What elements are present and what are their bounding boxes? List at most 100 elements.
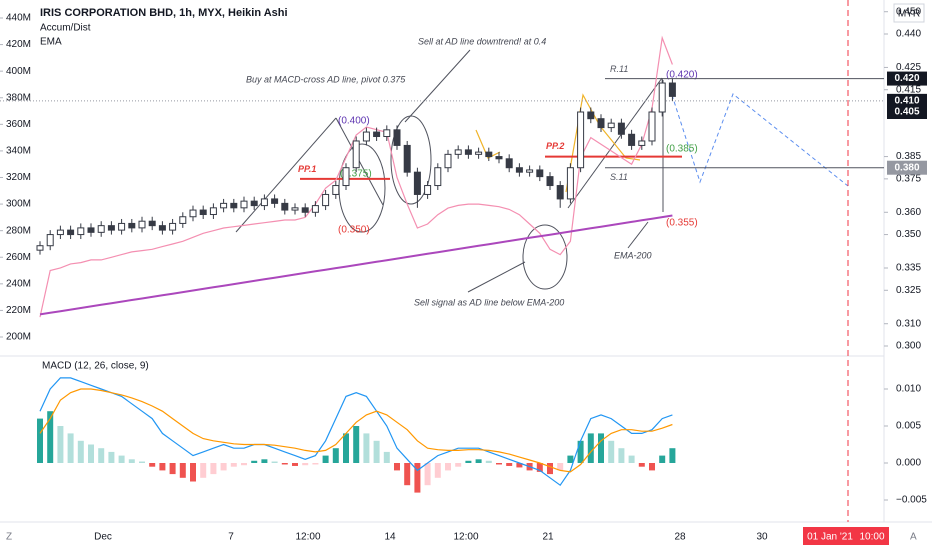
candle-body xyxy=(393,129,401,146)
y2-tick-label: 0.300 xyxy=(896,341,921,352)
candle-body xyxy=(148,220,156,227)
price-label-box xyxy=(887,93,927,108)
y2-tick-label: 0.425 xyxy=(896,62,921,73)
corner-button[interactable]: A xyxy=(910,532,917,543)
y-tick-label: 300M xyxy=(6,199,31,210)
histogram-bar xyxy=(118,455,125,463)
candle-body xyxy=(475,151,483,155)
trend-line xyxy=(235,117,337,233)
histogram-bar xyxy=(332,448,339,463)
histogram-bar xyxy=(261,459,268,463)
histogram-bar xyxy=(445,463,451,471)
level-label: R.11 xyxy=(610,64,628,74)
candle-body xyxy=(36,245,44,251)
chart-title: IRIS CORPORATION BHD, 1h, MYX, Heikin As… xyxy=(40,7,288,19)
histogram-bar xyxy=(618,448,625,463)
candle-body xyxy=(648,111,656,142)
level-label: PP.1 xyxy=(298,164,316,174)
histogram-bar xyxy=(424,463,431,486)
histogram-bar xyxy=(77,440,84,463)
histogram-bar xyxy=(649,463,655,471)
histogram-bar xyxy=(159,463,166,471)
y2-tick-label: 0.450 xyxy=(896,6,921,17)
candle-body xyxy=(260,198,268,207)
y2-tick-label: 0.415 xyxy=(896,84,921,95)
macd-title: MACD (12, 26, close, 9) xyxy=(42,361,149,372)
y2-tick-label: 0.375 xyxy=(896,173,921,184)
candle-body xyxy=(271,198,279,204)
candle-body xyxy=(383,129,391,138)
histogram-bar xyxy=(210,463,217,475)
level-label: S.11 xyxy=(610,172,628,182)
price-label-box xyxy=(887,71,927,86)
macd-tick-label: −0.005 xyxy=(896,495,927,506)
annotation: (0.385) xyxy=(666,144,698,155)
corner-button[interactable]: Z xyxy=(6,532,12,543)
histogram-bar xyxy=(587,433,594,463)
candle-body xyxy=(56,229,64,236)
currency-box[interactable] xyxy=(893,3,925,23)
candle-body xyxy=(209,207,217,216)
candle-body xyxy=(169,222,177,231)
candle-body xyxy=(444,153,452,169)
histogram-bar xyxy=(281,463,288,465)
trend-line xyxy=(567,77,663,209)
macd-line xyxy=(39,388,673,473)
y2-tick-label: 0.440 xyxy=(896,29,921,40)
candle-body xyxy=(301,207,309,213)
candle-body xyxy=(515,167,523,173)
currency[interactable]: MYR xyxy=(898,9,920,20)
histogram-bar xyxy=(230,463,237,467)
x-tick-label: 14 xyxy=(384,532,396,543)
y-tick-label: 400M xyxy=(6,66,31,77)
histogram-bar xyxy=(557,463,564,471)
x-tick-label: 28 xyxy=(674,532,686,543)
candle-body xyxy=(434,167,442,187)
macd-line xyxy=(39,377,673,487)
histogram-bar xyxy=(547,463,553,475)
price-label: 0.410 xyxy=(894,95,919,106)
candle-body xyxy=(413,171,421,195)
pointer-line xyxy=(404,49,471,123)
price-label: 0.420 xyxy=(894,73,919,84)
candle-body xyxy=(240,200,248,209)
histogram-bar xyxy=(322,455,329,463)
histogram-bar xyxy=(577,440,584,463)
candle-body xyxy=(118,222,126,231)
y-tick-label: 260M xyxy=(6,252,31,263)
histogram-bar xyxy=(220,463,227,471)
candle-body xyxy=(311,205,319,213)
y2-tick-label: 0.335 xyxy=(896,263,921,274)
candle-body xyxy=(485,151,493,158)
annotation: (0.400) xyxy=(338,116,370,127)
histogram-bar xyxy=(414,463,421,493)
y-tick-label: 440M xyxy=(6,13,31,24)
histogram-bar xyxy=(292,463,298,466)
histogram-bar xyxy=(312,463,319,465)
projection-line xyxy=(671,93,849,187)
histogram-bar xyxy=(485,460,492,463)
candle-body xyxy=(373,131,381,138)
histogram-bar xyxy=(669,448,676,463)
y2-tick-label: 0.310 xyxy=(896,318,921,329)
histogram-bar xyxy=(455,463,462,467)
annotation: Buy at MACD-cross AD line, pivot 0.375 xyxy=(246,74,406,84)
candle-body xyxy=(107,225,115,231)
histogram-bar xyxy=(200,463,207,478)
macd-tick-label: 0.010 xyxy=(896,384,921,395)
candle-body xyxy=(403,144,411,173)
candle-body xyxy=(179,216,187,224)
candle-body xyxy=(138,220,146,229)
histogram-bar xyxy=(37,418,43,463)
histogram-bar xyxy=(241,463,247,466)
histogram-bar xyxy=(88,444,94,463)
y-tick-label: 380M xyxy=(6,92,31,103)
y2-tick-label: 0.360 xyxy=(896,207,921,218)
candle-body xyxy=(230,202,238,209)
candle-body xyxy=(158,225,166,231)
y-tick-label: 220M xyxy=(6,305,31,316)
candle-body xyxy=(199,209,207,216)
candle-body xyxy=(362,131,370,142)
annotation: (0.355) xyxy=(666,218,698,229)
